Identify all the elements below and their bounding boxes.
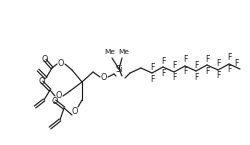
Text: O: O: [42, 56, 48, 65]
Text: Me: Me: [104, 49, 115, 55]
Text: F: F: [182, 68, 186, 77]
Text: F: F: [149, 62, 154, 71]
Text: F: F: [193, 60, 198, 69]
Text: O: O: [39, 77, 45, 87]
Text: F: F: [160, 68, 164, 77]
Text: F: F: [226, 66, 230, 75]
Text: O: O: [72, 106, 78, 116]
Text: F: F: [182, 56, 186, 65]
Text: F: F: [171, 74, 175, 83]
Text: F: F: [204, 67, 208, 76]
Text: O: O: [56, 91, 62, 100]
Text: F: F: [171, 61, 175, 70]
Text: F: F: [215, 59, 219, 68]
Text: F: F: [215, 71, 219, 80]
Text: O: O: [100, 72, 107, 81]
Text: F: F: [233, 59, 237, 68]
Text: Si: Si: [115, 65, 122, 74]
Text: F: F: [204, 55, 208, 64]
Text: F: F: [149, 75, 154, 84]
Text: F: F: [226, 54, 230, 62]
Text: F: F: [160, 57, 164, 66]
Text: O: O: [58, 59, 64, 68]
Text: O: O: [52, 97, 58, 106]
Text: Me: Me: [118, 49, 129, 55]
Text: F: F: [193, 72, 198, 81]
